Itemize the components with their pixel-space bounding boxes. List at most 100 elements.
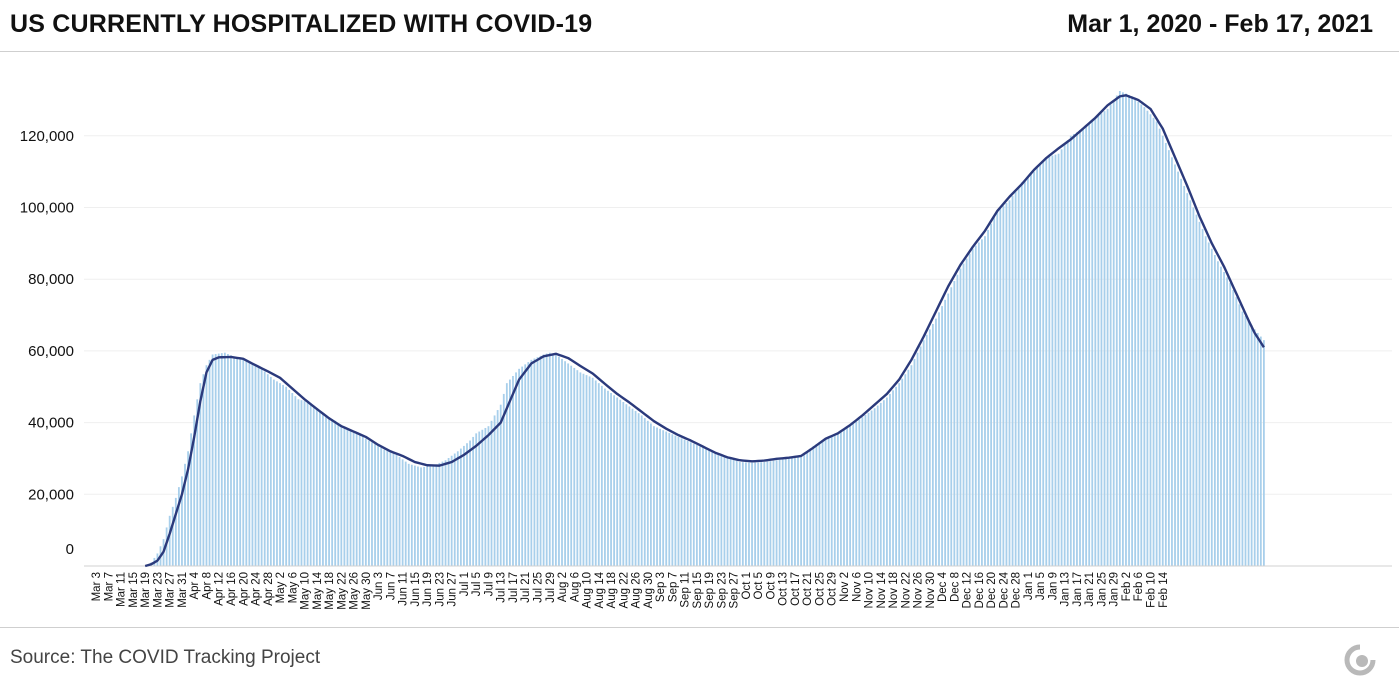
bar (836, 433, 839, 566)
bar (1134, 99, 1137, 567)
x-tick-label: Sep 27 (729, 572, 741, 608)
bar (671, 434, 674, 566)
bar (435, 464, 438, 566)
x-tick-label: Dec 28 (1011, 572, 1023, 608)
bar (1164, 142, 1167, 566)
x-tick-label: Dec 24 (998, 571, 1010, 608)
bar (634, 410, 637, 566)
bar (199, 383, 202, 566)
x-tick-label: Jan 9 (1047, 572, 1059, 600)
bar (1042, 160, 1045, 566)
bar (996, 211, 999, 566)
bar (977, 242, 980, 567)
bar (1213, 255, 1216, 566)
bar (1223, 272, 1225, 566)
bar (573, 367, 576, 566)
bar (778, 459, 781, 566)
x-tick-label: Jun 3 (373, 572, 385, 600)
bar (800, 456, 802, 566)
bar (907, 369, 910, 566)
bar (889, 393, 891, 566)
bar (956, 274, 959, 566)
x-tick-label: Mar 23 (152, 572, 164, 608)
x-tick-label: Jan 5 (1035, 572, 1047, 600)
bar (420, 467, 422, 566)
bar (1079, 130, 1081, 567)
bar (539, 355, 542, 566)
bar (251, 363, 254, 566)
bar (594, 380, 597, 566)
bar (368, 440, 370, 566)
bar (769, 461, 772, 566)
x-tick-label: May 22 (336, 572, 348, 610)
bar (438, 462, 441, 566)
bar (876, 405, 879, 566)
bar (530, 359, 533, 566)
bar (343, 427, 346, 566)
bar (456, 451, 459, 566)
bar (276, 381, 278, 566)
bar (496, 410, 499, 566)
x-tick-label: Apr 24 (251, 571, 263, 605)
bar (1036, 168, 1038, 566)
source-note: Source: The COVID Tracking Project (10, 647, 321, 668)
bar (358, 435, 361, 566)
bar (579, 372, 582, 566)
bar (787, 458, 790, 566)
x-tick-label: Mar 15 (128, 572, 140, 608)
y-tick-label: 40,000 (28, 415, 74, 432)
bar (751, 462, 753, 566)
bar (502, 393, 505, 566)
x-tick-label: Nov 22 (900, 572, 912, 608)
bar (300, 400, 303, 566)
bar (803, 453, 806, 566)
bar (1054, 154, 1057, 566)
bar (1149, 114, 1152, 566)
bar (1262, 340, 1265, 566)
bar (1057, 153, 1060, 566)
y-tick-label: 120,000 (20, 128, 74, 145)
x-tick-label: May 30 (361, 572, 373, 610)
bar (288, 389, 291, 566)
bar (1198, 221, 1201, 566)
bar (364, 438, 367, 566)
bar (843, 429, 845, 566)
x-tick-label: Jan 17 (1072, 572, 1084, 607)
bar (588, 376, 591, 566)
x-tick-label: Apr 4 (189, 571, 201, 599)
bar (925, 334, 928, 566)
x-tick-label: Feb 6 (1133, 572, 1145, 601)
bar (217, 353, 220, 566)
bar (849, 426, 852, 566)
bar (689, 442, 692, 566)
x-tick-label: Dec 4 (937, 571, 949, 602)
bar (279, 383, 281, 566)
bar (1017, 186, 1020, 567)
bar (1152, 117, 1155, 566)
bar (981, 239, 983, 566)
bar (542, 354, 545, 566)
bar (386, 450, 389, 566)
bar (695, 445, 698, 566)
bar (184, 463, 186, 566)
bar (941, 306, 943, 566)
x-tick-label: May 26 (349, 572, 361, 610)
bar (193, 415, 196, 566)
bar (928, 329, 931, 566)
bar (818, 442, 821, 566)
bar (306, 401, 309, 566)
x-tick-label: Sep 3 (655, 572, 667, 602)
bar (846, 427, 848, 566)
bar (334, 420, 337, 566)
bar (625, 404, 628, 566)
bar (984, 236, 986, 566)
bar (711, 451, 714, 566)
bar (380, 447, 383, 566)
x-tick-label: Mar 7 (103, 572, 115, 601)
bar (174, 497, 177, 566)
bar (748, 462, 750, 566)
x-tick-label: Apr 16 (226, 572, 238, 606)
bar (757, 462, 760, 566)
bar (1220, 266, 1222, 566)
bar (545, 353, 548, 566)
